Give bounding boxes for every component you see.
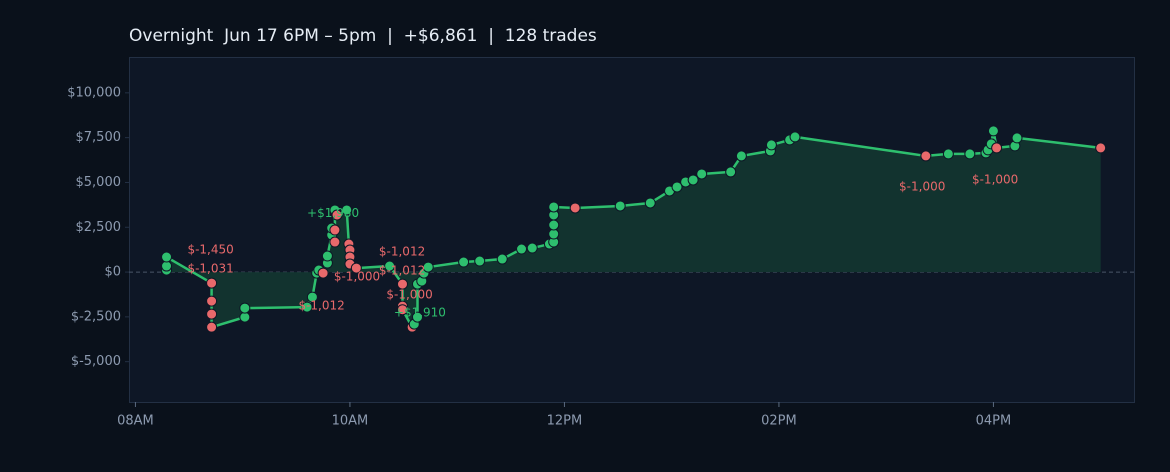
annotation: $-1,000 <box>334 270 380 284</box>
y-tick-label: $0 <box>104 265 121 280</box>
trade-marker <box>725 166 737 178</box>
trade-marker <box>1095 142 1107 154</box>
trade-marker <box>239 311 251 323</box>
trade-marker <box>614 200 626 212</box>
trade-marker <box>644 197 656 209</box>
annotation: $-1,012 <box>298 299 344 313</box>
trade-marker <box>964 148 976 160</box>
trade-marker <box>991 142 1003 154</box>
trade-marker <box>458 256 470 268</box>
trade-marker <box>329 224 341 236</box>
trade-marker <box>317 267 329 279</box>
annotation: $-1,450 <box>187 243 233 257</box>
trade-marker <box>206 308 218 320</box>
x-tick-label: 02PM <box>761 414 797 429</box>
trade-marker <box>548 219 560 231</box>
trade-marker <box>239 302 251 314</box>
trade-marker <box>350 262 362 274</box>
trade-marker <box>496 253 508 265</box>
trade-marker <box>306 291 318 303</box>
trade-marker <box>735 150 747 162</box>
trade-marker <box>161 260 173 272</box>
trade-marker <box>396 304 408 316</box>
trade-marker <box>412 311 424 323</box>
trade-marker <box>321 250 333 262</box>
x-tick-label: 10AM <box>332 414 369 429</box>
trade-marker <box>384 260 396 272</box>
trade-marker <box>696 168 708 180</box>
y-tick-label: $-5,000 <box>71 354 121 369</box>
trade-marker <box>422 261 434 273</box>
annotation: $-1,031 <box>187 262 233 276</box>
y-tick-label: $7,500 <box>76 130 122 145</box>
trade-marker <box>569 202 581 214</box>
x-tick-label: 12PM <box>547 414 583 429</box>
trade-marker <box>206 295 218 307</box>
trade-marker <box>206 277 218 289</box>
x-tick-label: 08AM <box>117 414 154 429</box>
trade-marker <box>920 150 932 162</box>
annotation: $-1,000 <box>972 172 1018 186</box>
trade-marker <box>765 139 777 151</box>
annotation: +$1,910 <box>394 306 446 320</box>
trade-marker <box>329 236 341 248</box>
trade-marker <box>341 204 353 216</box>
trade-marker <box>331 209 343 221</box>
area <box>166 130 1101 328</box>
trade-marker <box>548 201 560 213</box>
trade-marker <box>548 228 560 240</box>
chart-title: Overnight Jun 17 6PM – 5pm | +$6,861 | 1… <box>129 26 597 46</box>
trade-marker <box>987 125 999 137</box>
y-tick-label: $-2,500 <box>71 309 121 324</box>
trade-marker <box>474 255 486 267</box>
y-tick-label: $5,000 <box>76 175 122 190</box>
trade-marker <box>161 251 173 263</box>
trade-marker <box>942 148 954 160</box>
trade-marker <box>789 131 801 143</box>
annotation: $-1,000 <box>899 179 945 193</box>
annotation: $-1,000 <box>386 288 432 302</box>
trade-marker <box>206 321 218 333</box>
trade-marker <box>516 243 528 255</box>
trade-marker <box>526 242 538 254</box>
y-tick-label: $2,500 <box>76 220 122 235</box>
trade-marker <box>396 278 408 290</box>
trade-marker <box>1011 132 1023 144</box>
y-tick-label: $10,000 <box>67 85 121 100</box>
trade-marker <box>301 301 313 313</box>
x-tick-label: 04PM <box>976 414 1012 429</box>
trade-marker <box>671 181 683 193</box>
annotation: $-1,012 <box>379 244 425 258</box>
trade-marker <box>687 174 699 186</box>
annotation: $-1,012 <box>379 263 425 277</box>
annotation: +$1,980 <box>307 206 359 220</box>
